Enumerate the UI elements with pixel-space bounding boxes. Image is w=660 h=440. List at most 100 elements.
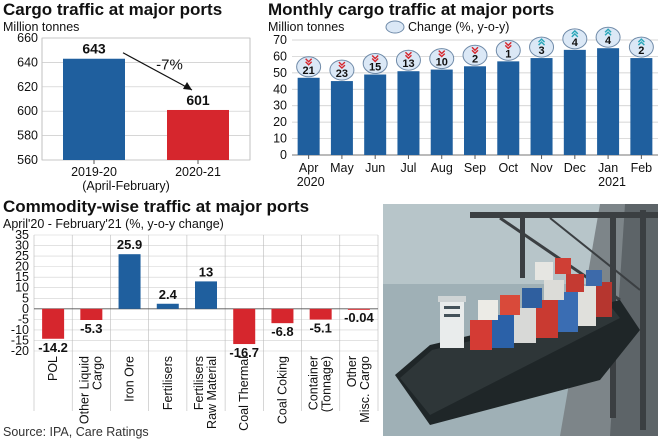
chart3-bar xyxy=(233,308,256,345)
chart3-ytick-label: -15 xyxy=(11,333,29,347)
chart3-title: Commodity-wise traffic at major ports xyxy=(3,197,309,216)
chart2-month-label: Sep xyxy=(464,161,486,175)
chart3-category-label: Coal Coking xyxy=(275,356,289,424)
chart3-category-label: FertilisersRaw Material xyxy=(192,356,219,429)
chart3-value-label: -0.04 xyxy=(344,310,374,325)
chart2-up-arrow-icon xyxy=(538,38,546,46)
chart2-down-arrow-icon xyxy=(504,41,512,50)
chart2-change-value: 2 xyxy=(472,53,478,65)
chart2-change-badge xyxy=(395,49,421,71)
chart2-month-label: Jan xyxy=(598,161,618,175)
chart3-category-label: Iron Ore xyxy=(123,356,137,402)
chart3-category-label: Other LiquidCargo xyxy=(77,356,104,424)
chart2-down-arrow-icon xyxy=(438,50,446,58)
chart3-value-label: 13 xyxy=(199,264,213,279)
chart2-up-arrow-icon xyxy=(637,38,645,46)
chart2-change-value: 13 xyxy=(402,58,414,70)
chart2-change-badge xyxy=(296,56,322,78)
port-ship-photo xyxy=(383,204,658,436)
chart2-bar xyxy=(364,74,387,155)
chart3-category-label: Fertilisers xyxy=(161,356,175,410)
chart1-bar xyxy=(167,109,229,160)
chart3-ytick-label: 20 xyxy=(15,260,29,274)
chart3-category-label: OtherMisc. Cargo xyxy=(345,356,372,423)
chart2-change-badge xyxy=(628,36,654,58)
chart3-ytick-label: 30 xyxy=(15,239,29,253)
chart2-bar xyxy=(497,61,520,155)
chart3-value-label: 25.9 xyxy=(117,237,142,252)
chart1-category-note: (April-February) xyxy=(82,179,170,193)
chart2-month-label: Apr xyxy=(299,161,318,175)
chart2-change-value: 21 xyxy=(303,65,315,77)
chart2-change-badge xyxy=(529,36,555,58)
chart3-bar xyxy=(42,308,65,339)
chart2-change-value: 2 xyxy=(638,45,644,57)
chart3-ytick-label: 15 xyxy=(15,270,29,284)
chart3-ytick-label: 10 xyxy=(15,281,29,295)
chart1-value-label: 643 xyxy=(82,41,106,57)
source-note: Source: IPA, Care Ratings xyxy=(3,425,149,439)
chart1-change-annotation: -7% xyxy=(156,56,183,73)
chart2-plot: 010203040506070Apr21May23Jun15Jul13Aug10… xyxy=(273,26,658,189)
chart3-bar xyxy=(118,254,141,309)
chart2-change-value: 4 xyxy=(605,35,612,47)
chart3-bar xyxy=(309,308,332,320)
chart2-ytick-label: 0 xyxy=(280,148,287,162)
chart3-bar xyxy=(347,308,370,310)
chart2-bar xyxy=(630,58,653,156)
chart2-ytick-label: 60 xyxy=(273,49,287,63)
chart2-ytick-label: 30 xyxy=(273,99,287,113)
chart1-bar xyxy=(63,58,125,160)
chart3-category-label: Container(Tonnage) xyxy=(307,356,334,412)
chart3-value-label: 2.4 xyxy=(159,287,178,302)
chart2-down-arrow-icon xyxy=(404,51,412,60)
chart2-bar xyxy=(430,69,453,155)
chart3-value-label: -6.8 xyxy=(271,324,293,339)
chart2-title: Monthly cargo traffic at major ports xyxy=(268,0,554,19)
chart2-ytick-label: 10 xyxy=(273,132,287,146)
chart2-month-label: May xyxy=(330,161,354,175)
chart3-category-label: POL xyxy=(46,356,60,381)
chart3-value-label: -5.1 xyxy=(309,321,331,336)
chart1-ytick-label: 580 xyxy=(17,129,38,143)
chart2-change-value: 15 xyxy=(369,62,381,74)
chart1-change-arrow xyxy=(122,52,193,91)
chart1-plot: 560 580 600 620 640 660 643 2019-20 601 2020-21 (A… xyxy=(17,31,251,193)
chart1-ytick-label: 640 xyxy=(17,55,38,69)
chart3-ytick-label: 5 xyxy=(22,291,29,305)
chart3-subtitle: April'20 - February'21 (%, y-o-y change) xyxy=(3,217,224,231)
chart3-bar xyxy=(156,303,179,309)
chart1-value-label: 601 xyxy=(186,92,210,108)
chart3-category-label: Coal Thermal xyxy=(237,356,251,431)
chart2-change-value: 4 xyxy=(572,37,579,49)
chart2-bar xyxy=(297,77,320,155)
chart2-bar xyxy=(563,49,586,155)
chart2-change-badge xyxy=(562,28,588,50)
chart1-ytick-label: 600 xyxy=(17,104,38,118)
chart3-bar xyxy=(195,281,217,309)
chart3-value-label: -16.7 xyxy=(229,345,259,360)
chart2-change-badge xyxy=(429,48,455,70)
chart2-change-value: 10 xyxy=(436,57,448,69)
chart2-month-label: Jul xyxy=(400,161,416,175)
chart2-month-label: Aug xyxy=(431,161,453,175)
chart2-subtitle: Million tonnes xyxy=(268,20,344,34)
chart1-category-label: 2020-21 xyxy=(175,165,221,179)
chart3-ytick-label: 35 xyxy=(15,228,29,242)
chart3-bar xyxy=(271,308,294,324)
chart2-bar xyxy=(530,58,553,156)
chart3-value-label: -5.3 xyxy=(80,321,102,336)
chart2-ytick-label: 50 xyxy=(273,66,287,80)
chart3-bar xyxy=(80,308,103,320)
chart2-change-value: 1 xyxy=(505,48,511,60)
chart1-ytick-label: 620 xyxy=(17,80,38,94)
chart2-down-arrow-icon xyxy=(471,46,479,55)
chart2-change-badge xyxy=(595,26,621,48)
chart2-change-badge xyxy=(462,44,488,66)
chart2-change-value: 3 xyxy=(538,45,544,57)
chart3-ytick-label: -10 xyxy=(11,323,29,337)
chart2-bar xyxy=(397,71,420,155)
chart3-ytick-label: -20 xyxy=(11,344,29,358)
